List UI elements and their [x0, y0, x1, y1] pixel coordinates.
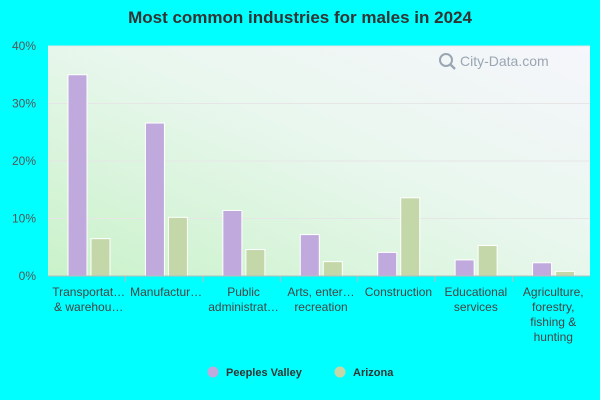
bar-series-2 — [477, 245, 498, 277]
x-tick-label: Arts, enter… recreation — [287, 285, 354, 314]
chart-title: Most common industries for males in 2024 — [128, 8, 472, 27]
x-tick-label: Construction — [365, 285, 432, 299]
watermark: City-Data.com — [439, 53, 549, 70]
bar-series-2 — [322, 261, 343, 277]
legend-label: Peeples Valley — [226, 367, 303, 379]
legend-swatch — [334, 366, 346, 378]
x-tick-label: Manufactur… — [130, 285, 202, 299]
bar-series-2 — [90, 238, 111, 277]
x-tick-label: Agriculture, forestry, fishing & hunting — [523, 285, 584, 344]
x-tick-label: Educational services — [444, 285, 507, 314]
y-tick-label: 10% — [12, 212, 36, 226]
y-tick-label: 40% — [12, 39, 36, 53]
y-tick-label: 0% — [19, 269, 37, 283]
x-tick-label: Transportat… & warehou… — [52, 285, 125, 314]
bar-series-1 — [377, 251, 398, 277]
bar-series-1 — [67, 74, 88, 277]
x-tick-label: Public administrat… — [208, 285, 279, 314]
bar-series-1 — [222, 209, 243, 277]
bar-series-2 — [555, 270, 576, 277]
bar-series-2 — [167, 216, 188, 277]
bar-series-1 — [454, 259, 475, 277]
watermark-text: City-Data.com — [460, 53, 549, 69]
bar-series-1 — [532, 262, 553, 277]
legend-label: Arizona — [353, 367, 394, 379]
bar-series-1 — [299, 234, 320, 277]
legend-swatch — [207, 366, 219, 378]
magnifier-icon — [439, 53, 456, 70]
bar-series-2 — [245, 249, 266, 277]
y-tick-label: 30% — [12, 97, 36, 111]
y-tick-label: 20% — [12, 154, 36, 168]
bar-series-2 — [400, 197, 421, 277]
bar-series-1 — [144, 122, 165, 277]
